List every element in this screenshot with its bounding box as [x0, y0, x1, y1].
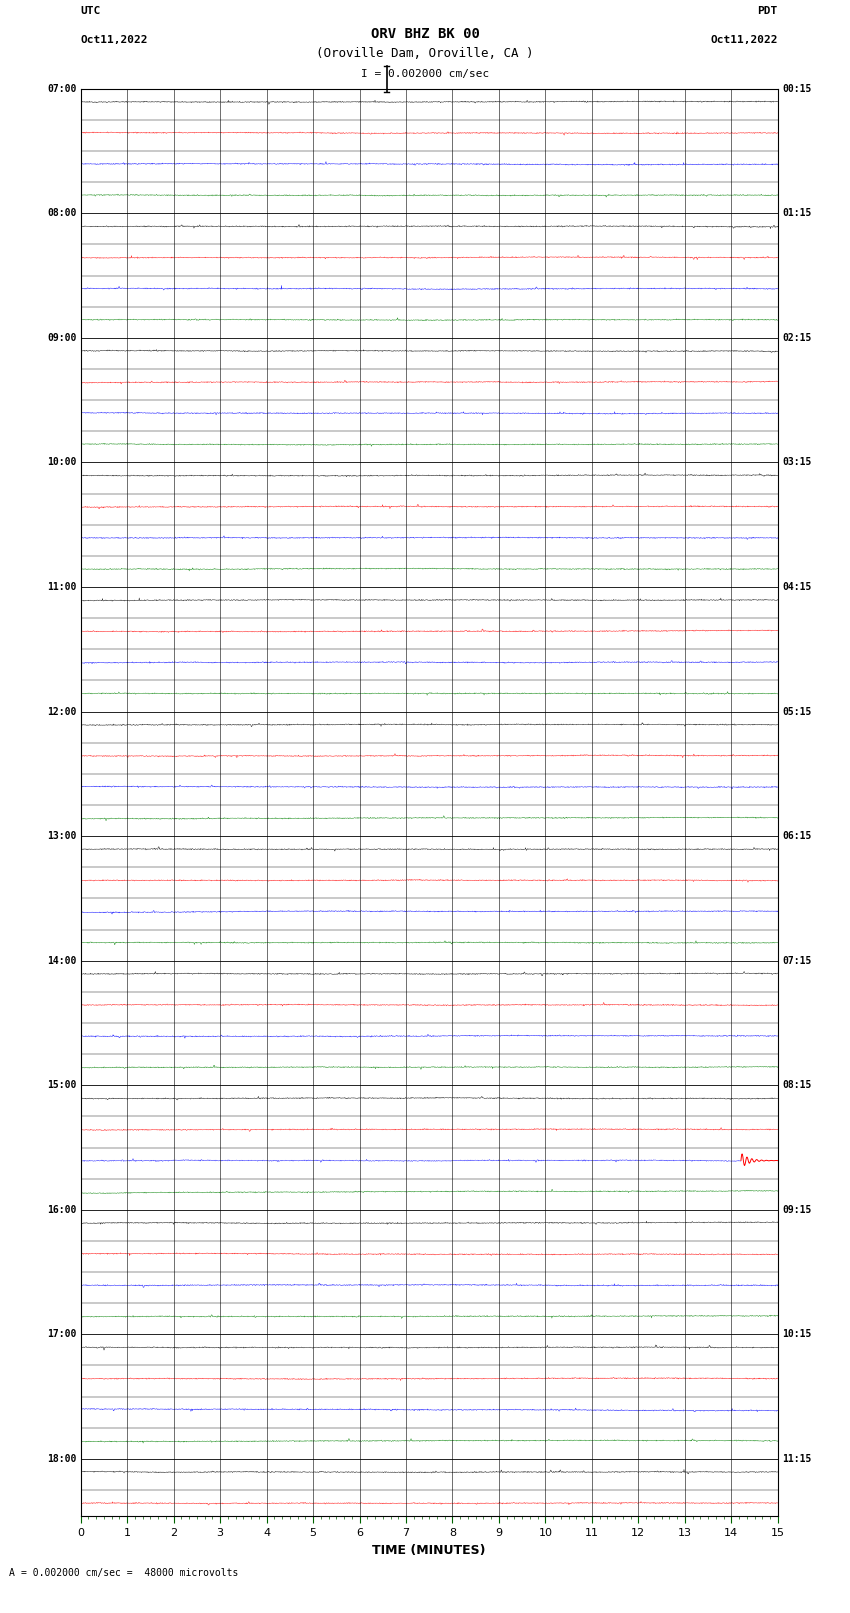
Text: A: A: [8, 1568, 14, 1578]
Text: 03:15: 03:15: [782, 458, 812, 468]
Text: ORV BHZ BK 00: ORV BHZ BK 00: [371, 27, 479, 42]
Text: 02:15: 02:15: [782, 332, 812, 344]
Text: 13:00: 13:00: [47, 831, 76, 840]
Text: 08:15: 08:15: [782, 1081, 812, 1090]
Text: 12:00: 12:00: [47, 706, 76, 716]
Text: 16:00: 16:00: [47, 1205, 76, 1215]
Text: 06:15: 06:15: [782, 831, 812, 840]
Text: 04:15: 04:15: [782, 582, 812, 592]
Text: Oct11,2022: Oct11,2022: [81, 35, 148, 45]
Text: 17:00: 17:00: [47, 1329, 76, 1339]
Text: 10:00: 10:00: [47, 458, 76, 468]
Text: 14:00: 14:00: [47, 955, 76, 966]
Text: 01:15: 01:15: [782, 208, 812, 218]
X-axis label: TIME (MINUTES): TIME (MINUTES): [372, 1544, 486, 1557]
Text: = 0.002000 cm/sec =  48000 microvolts: = 0.002000 cm/sec = 48000 microvolts: [21, 1568, 239, 1578]
Text: 10:15: 10:15: [782, 1329, 812, 1339]
Text: 05:15: 05:15: [782, 706, 812, 716]
Text: 07:15: 07:15: [782, 955, 812, 966]
Text: 09:15: 09:15: [782, 1205, 812, 1215]
Text: 11:00: 11:00: [47, 582, 76, 592]
Text: UTC: UTC: [81, 6, 101, 16]
Text: 07:00: 07:00: [47, 84, 76, 94]
Text: 18:00: 18:00: [47, 1453, 76, 1465]
Text: 08:00: 08:00: [47, 208, 76, 218]
Text: 00:15: 00:15: [782, 84, 812, 94]
Text: 09:00: 09:00: [47, 332, 76, 344]
Text: I = 0.002000 cm/sec: I = 0.002000 cm/sec: [361, 69, 489, 79]
Text: PDT: PDT: [757, 6, 778, 16]
Text: 15:00: 15:00: [47, 1081, 76, 1090]
Text: 11:15: 11:15: [782, 1453, 812, 1465]
Text: Oct11,2022: Oct11,2022: [711, 35, 778, 45]
Text: (Oroville Dam, Oroville, CA ): (Oroville Dam, Oroville, CA ): [316, 47, 534, 60]
